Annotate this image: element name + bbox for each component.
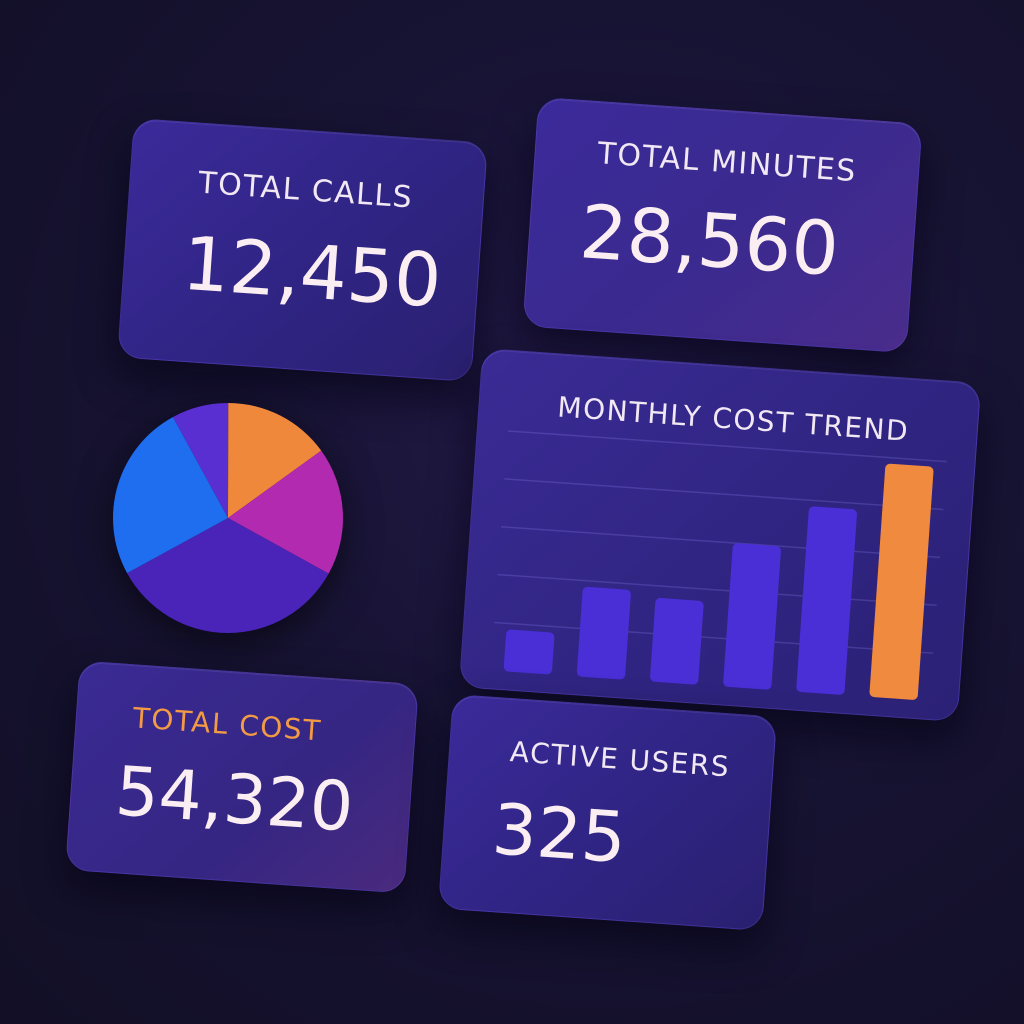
total-minutes-label: TOTAL MINUTES bbox=[596, 136, 858, 190]
total-cost-value: 54,320 bbox=[112, 752, 356, 848]
pie-slice-3[interactable] bbox=[228, 450, 343, 574]
pie-slice-4[interactable] bbox=[127, 518, 329, 633]
active-users-card[interactable]: ACTIVE USERS 325 bbox=[437, 693, 778, 932]
bar-6[interactable] bbox=[869, 463, 934, 700]
bar-1[interactable] bbox=[503, 629, 555, 675]
total-minutes-card[interactable]: TOTAL MINUTES 28,560 bbox=[522, 96, 923, 354]
bar-2[interactable] bbox=[576, 586, 632, 680]
monthly-cost-bar-chart bbox=[494, 430, 947, 700]
active-users-value: 325 bbox=[489, 788, 629, 880]
total-cost-card[interactable]: TOTAL COST 54,320 bbox=[65, 660, 419, 894]
gridline bbox=[497, 573, 937, 607]
gridline bbox=[507, 430, 947, 463]
pie-slice-1[interactable] bbox=[172, 403, 229, 518]
total-calls-value: 12,450 bbox=[179, 220, 445, 325]
bar-4[interactable] bbox=[723, 543, 781, 690]
monthly-cost-trend-card[interactable]: MONTHLY COST TREND bbox=[458, 347, 982, 723]
bar-5[interactable] bbox=[796, 506, 857, 695]
distribution-pie-chart[interactable] bbox=[108, 398, 348, 638]
pie-svg bbox=[113, 403, 343, 633]
pie-slice-2[interactable] bbox=[228, 403, 322, 518]
bar-3[interactable] bbox=[650, 597, 704, 685]
gridline bbox=[500, 525, 941, 559]
gridline bbox=[494, 621, 934, 654]
total-cost-label: TOTAL COST bbox=[131, 701, 323, 748]
gridline bbox=[504, 478, 944, 511]
active-users-label: ACTIVE USERS bbox=[508, 735, 732, 784]
pie-slice-5[interactable] bbox=[113, 417, 228, 574]
total-calls-card[interactable]: TOTAL CALLS 12,450 bbox=[117, 117, 488, 383]
total-calls-label: TOTAL CALLS bbox=[197, 165, 415, 216]
total-minutes-value: 28,560 bbox=[577, 189, 842, 294]
